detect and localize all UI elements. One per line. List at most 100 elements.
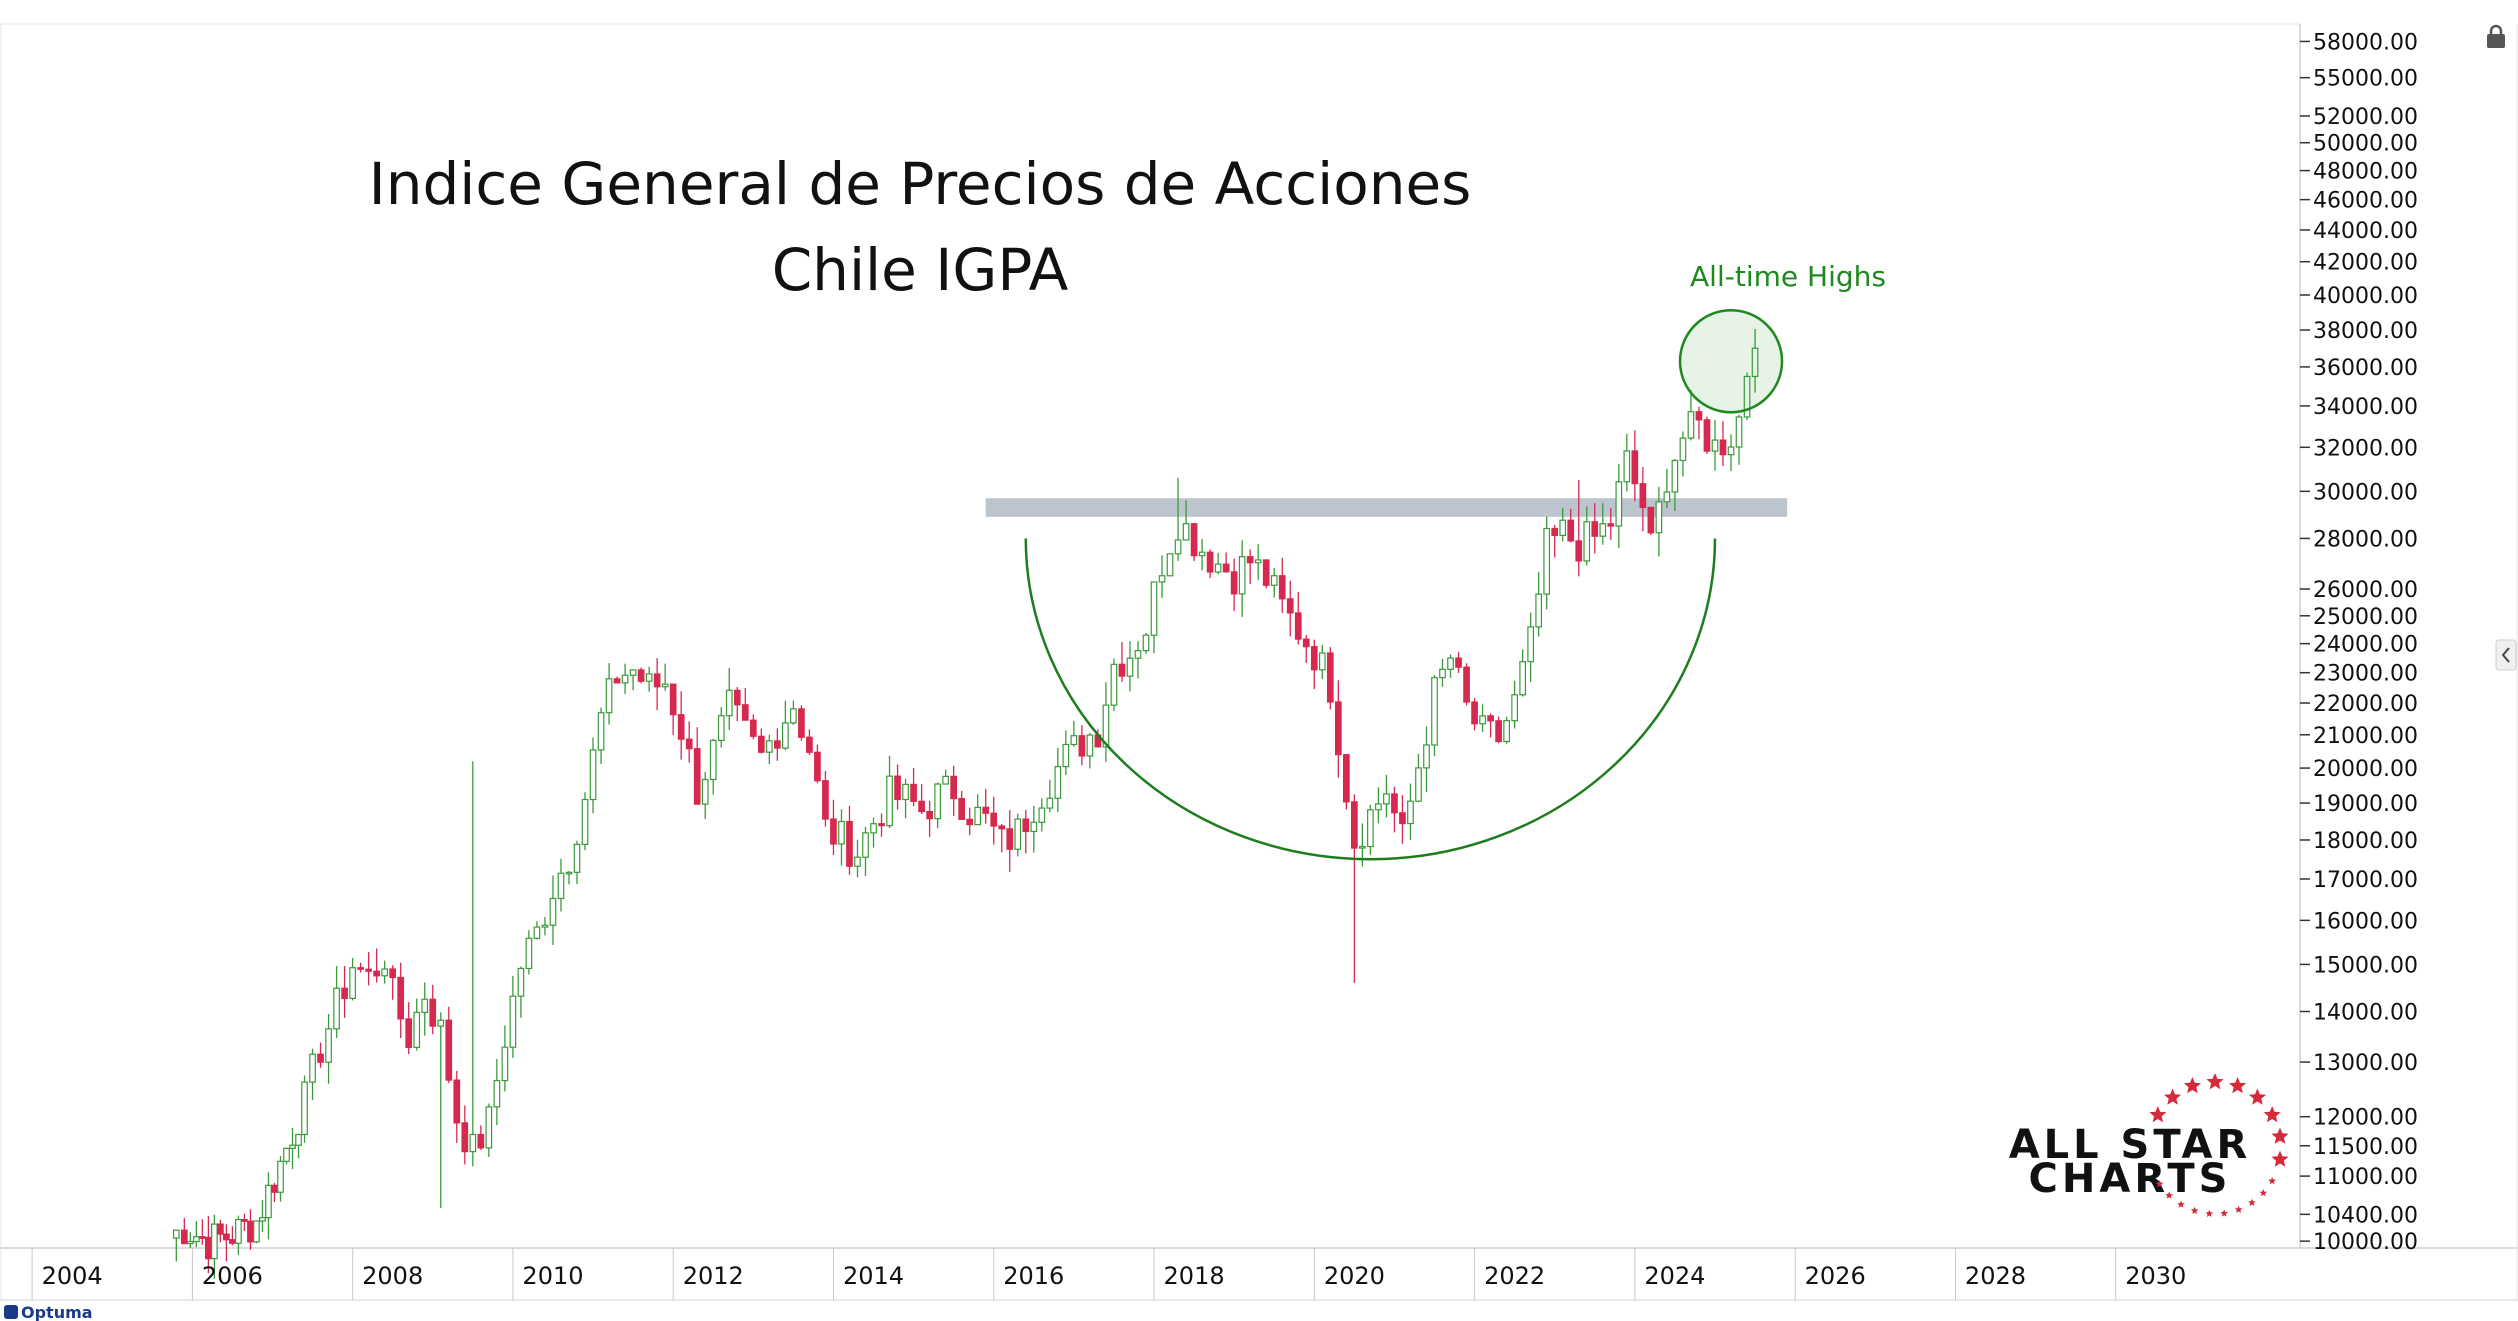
y-tick-label: 11500.00 (2313, 1135, 2418, 1160)
candle (605, 663, 613, 725)
candle (1302, 634, 1310, 663)
candle (1310, 639, 1318, 690)
candle (1134, 641, 1142, 679)
candle (894, 764, 901, 810)
candle (1254, 544, 1262, 580)
candle (806, 729, 813, 755)
candle (661, 663, 669, 691)
candle (493, 1058, 501, 1126)
candle (757, 728, 765, 754)
candle (653, 658, 661, 711)
logo-line2: CHARTS (2029, 1156, 2232, 1202)
candle (1391, 786, 1398, 833)
candle (1679, 431, 1687, 477)
candle (814, 744, 821, 784)
all-time-high-circle (1678, 309, 1784, 414)
candle (1214, 552, 1222, 575)
candle (822, 770, 829, 827)
candle (1230, 558, 1238, 611)
candle (1647, 506, 1655, 536)
optuma-label: Optuma (21, 1303, 93, 1321)
candle (1479, 704, 1486, 732)
candle (429, 984, 437, 1035)
candle (453, 1070, 461, 1143)
candle (1334, 680, 1342, 778)
candle (1607, 508, 1615, 540)
candle (192, 1221, 200, 1248)
candle (1487, 713, 1494, 738)
candle (1206, 549, 1214, 579)
chevron-left-icon[interactable] (2495, 639, 2517, 671)
candle (741, 688, 749, 721)
x-tick-label: 2014 (843, 1262, 904, 1290)
candle (1495, 716, 1502, 744)
candle (1567, 508, 1575, 543)
x-tick-label: 2028 (1965, 1262, 2026, 1290)
logo-star-icon (2220, 1209, 2228, 1217)
candle (677, 691, 685, 760)
candle (1719, 421, 1727, 467)
candle (1415, 753, 1422, 803)
candle (1703, 416, 1711, 454)
logo-star-icon (2205, 1209, 2214, 1217)
candle (1038, 798, 1046, 832)
candle (774, 728, 781, 761)
lock-icon[interactable] (2487, 24, 2505, 48)
candlestick-series (172, 328, 1759, 1279)
candle (1751, 328, 1759, 393)
candle (573, 840, 581, 884)
candle (830, 799, 837, 856)
candle (1367, 804, 1374, 855)
candle (469, 761, 477, 1167)
candle (1286, 580, 1294, 637)
candle (1198, 538, 1206, 571)
candle (1743, 372, 1751, 421)
candle (1695, 406, 1703, 440)
candle (982, 788, 990, 824)
candle (942, 769, 949, 785)
logo-star-icon (2229, 1077, 2247, 1094)
optuma-logo-icon (4, 1305, 18, 1319)
candle (629, 669, 637, 691)
candle (1727, 434, 1735, 472)
x-tick-label: 2006 (202, 1262, 263, 1290)
x-tick-label: 2026 (1805, 1262, 1866, 1290)
x-axis: 2004 2006 2008 2010 2012 2014 2016 2018 2020 2022… (31, 1248, 2186, 1300)
candle (381, 960, 389, 984)
candle (253, 1220, 260, 1244)
y-tick-label: 40000.00 (2313, 284, 2418, 309)
candle (1190, 523, 1198, 562)
candle (541, 916, 549, 936)
candle (974, 794, 982, 826)
candle (1663, 468, 1671, 509)
candle (765, 734, 773, 765)
y-tick-label: 32000.00 (2313, 436, 2418, 461)
candle (1270, 567, 1278, 598)
candle (846, 805, 853, 875)
candle (621, 663, 629, 694)
candle (1655, 486, 1663, 557)
candle (295, 1133, 302, 1159)
candle (790, 700, 797, 725)
candle (1246, 549, 1254, 585)
candle (669, 683, 677, 736)
logo-star-icon (2268, 1177, 2276, 1185)
y-tick-label: 13000.00 (2313, 1051, 2418, 1076)
candle (557, 858, 565, 912)
candle (533, 921, 541, 940)
y-tick-label: 26000.00 (2313, 578, 2418, 603)
candle (235, 1215, 242, 1255)
y-tick-label: 21000.00 (2313, 724, 2418, 749)
candle (1599, 503, 1607, 545)
candle (349, 957, 356, 1001)
candle (325, 1014, 332, 1084)
logo-star-icon (2234, 1205, 2243, 1213)
candle (365, 952, 372, 986)
candle (421, 982, 429, 1036)
candle (241, 1213, 248, 1231)
candle (798, 705, 805, 741)
candle (172, 1229, 180, 1262)
candle (1182, 500, 1190, 541)
candle (1575, 480, 1583, 577)
